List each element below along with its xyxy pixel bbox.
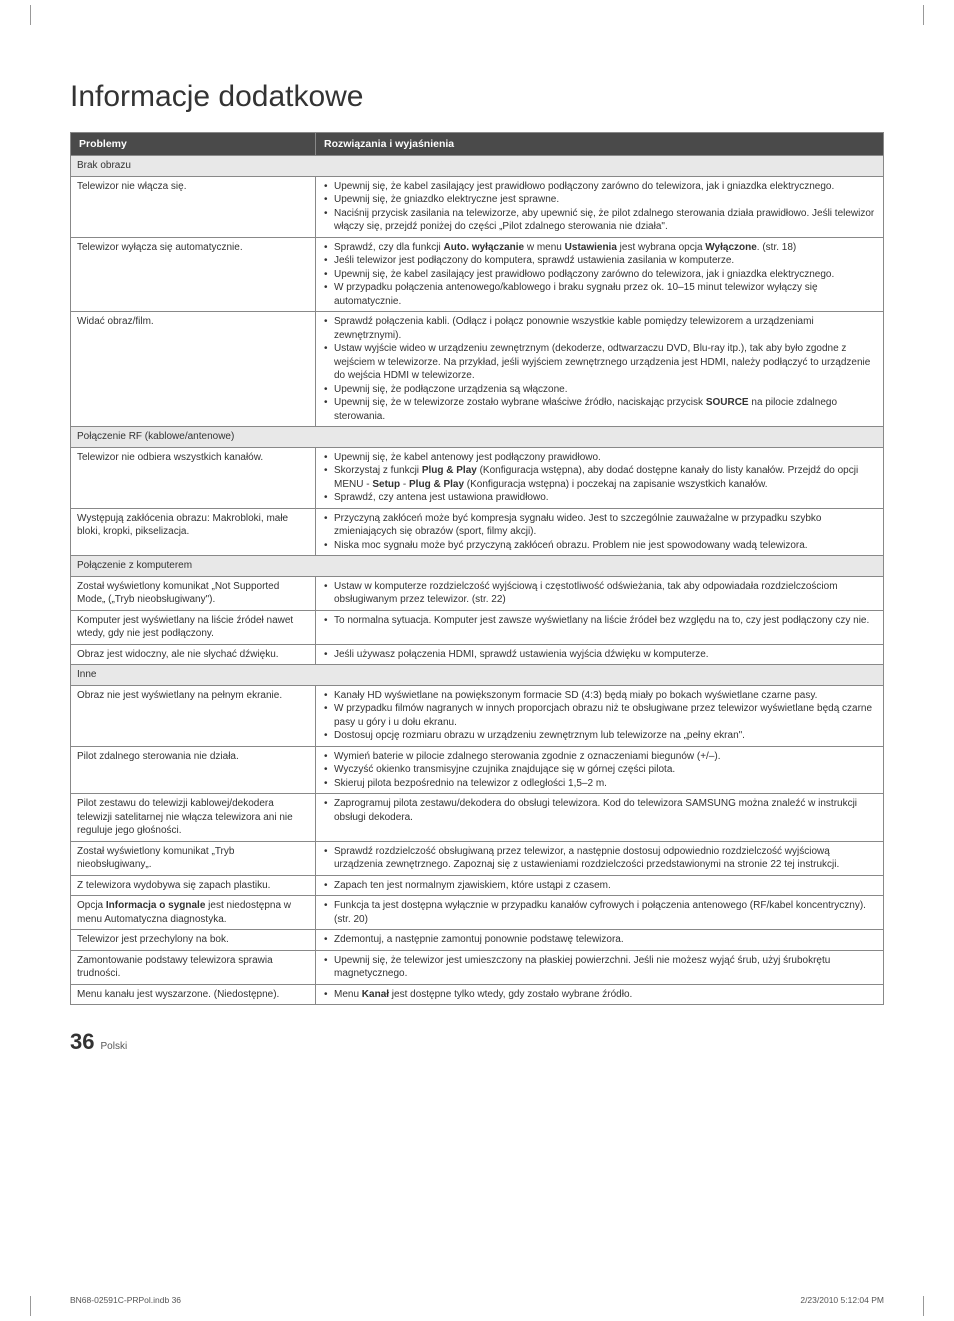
problem-cell: Pilot zdalnego sterowania nie działa. xyxy=(71,746,316,794)
solution-item: Sprawdź połączenia kabli. (Odłącz i połą… xyxy=(320,315,877,342)
solution-item: Upewnij się, że podłączone urządzenia są… xyxy=(320,383,877,397)
solution-cell: Przyczyną zakłóceń może być kompresja sy… xyxy=(316,508,884,556)
problem-cell: Telewizor wyłącza się automatycznie. xyxy=(71,237,316,312)
solution-item: Skieruj pilota bezpośrednio na telewizor… xyxy=(320,777,877,791)
solution-item: Sprawdź, czy antena jest ustawiona prawi… xyxy=(320,491,877,505)
problem-cell: Telewizor jest przechylony na bok. xyxy=(71,930,316,951)
solution-item: W przypadku filmów nagranych w innych pr… xyxy=(320,702,877,729)
solution-item: Skorzystaj z funkcji Plug & Play (Konfig… xyxy=(320,464,877,491)
solution-item: Sprawdź rozdzielczość obsługiwaną przez … xyxy=(320,845,877,872)
problem-cell: Z telewizora wydobywa się zapach plastik… xyxy=(71,875,316,896)
solution-cell: Zdemontuj, a następnie zamontuj ponownie… xyxy=(316,930,884,951)
solution-item: Przyczyną zakłóceń może być kompresja sy… xyxy=(320,512,877,539)
section-header: Inne xyxy=(71,665,884,686)
page-language: Polski xyxy=(100,1041,127,1052)
solution-item: Kanały HD wyświetlane na powiększonym fo… xyxy=(320,689,877,703)
problem-cell: Został wyświetlony komunikat „Not Suppor… xyxy=(71,576,316,610)
solution-item: Dostosuj opcję rozmiaru obrazu w urządze… xyxy=(320,729,877,743)
solution-item: Naciśnij przycisk zasilania na telewizor… xyxy=(320,207,877,234)
problem-cell: Został wyświetlony komunikat „Tryb nieob… xyxy=(71,841,316,875)
solution-item: Menu Kanał jest dostępne tylko wtedy, gd… xyxy=(320,988,877,1002)
problem-cell: Obraz jest widoczny, ale nie słychać dźw… xyxy=(71,644,316,665)
solution-cell: Upewnij się, że telewizor jest umieszczo… xyxy=(316,950,884,984)
solution-item: Jeśli używasz połączenia HDMI, sprawdź u… xyxy=(320,648,877,662)
solution-cell: Funkcja ta jest dostępna wyłącznie w prz… xyxy=(316,896,884,930)
solution-item: Upewnij się, że kabel antenowy jest podł… xyxy=(320,451,877,465)
solution-item: Upewnij się, że gniazdko elektryczne jes… xyxy=(320,193,877,207)
page-number: 36 xyxy=(70,1029,94,1055)
solution-item: Upewnij się, że w telewizorze zostało wy… xyxy=(320,396,877,423)
solution-cell: Sprawdź rozdzielczość obsługiwaną przez … xyxy=(316,841,884,875)
solution-cell: Wymień baterie w pilocie zdalnego sterow… xyxy=(316,746,884,794)
section-header: Połączenie RF (kablowe/antenowe) xyxy=(71,427,884,448)
solution-cell: Menu Kanał jest dostępne tylko wtedy, gd… xyxy=(316,984,884,1005)
solution-item: Upewnij się, że kabel zasilający jest pr… xyxy=(320,180,877,194)
solution-item: Ustaw w komputerze rozdzielczość wyjścio… xyxy=(320,580,877,607)
problem-cell: Widać obraz/film. xyxy=(71,312,316,427)
solution-item: Zapach ten jest normalnym zjawiskiem, kt… xyxy=(320,879,877,893)
solution-cell: Ustaw w komputerze rozdzielczość wyjścio… xyxy=(316,576,884,610)
solution-item: Upewnij się, że kabel zasilający jest pr… xyxy=(320,268,877,282)
problem-cell: Opcja Informacja o sygnale jest niedostę… xyxy=(71,896,316,930)
solution-cell: To normalna sytuacja. Komputer jest zaws… xyxy=(316,610,884,644)
section-header: Połączenie z komputerem xyxy=(71,556,884,577)
solution-cell: Upewnij się, że kabel zasilający jest pr… xyxy=(316,176,884,237)
solution-cell: Zapach ten jest normalnym zjawiskiem, kt… xyxy=(316,875,884,896)
problem-cell: Pilot zestawu do telewizji kablowej/deko… xyxy=(71,794,316,842)
problem-cell: Zamontowanie podstawy telewizora sprawia… xyxy=(71,950,316,984)
problem-cell: Telewizor nie włącza się. xyxy=(71,176,316,237)
page-footer: 36 Polski xyxy=(70,1029,884,1055)
problem-cell: Telewizor nie odbiera wszystkich kanałów… xyxy=(71,447,316,508)
print-file-name: BN68-02591C-PRPol.indb 36 xyxy=(70,1295,181,1305)
col-header-solutions: Rozwiązania i wyjaśnienia xyxy=(316,133,884,156)
problem-cell: Występują zakłócenia obrazu: Makrobloki,… xyxy=(71,508,316,556)
solution-item: Sprawdź, czy dla funkcji Auto. wyłączani… xyxy=(320,241,877,255)
solution-item: Upewnij się, że telewizor jest umieszczo… xyxy=(320,954,877,981)
page-title: Informacje dodatkowe xyxy=(70,80,884,114)
solution-item: Ustaw wyjście wideo w urządzeniu zewnętr… xyxy=(320,342,877,383)
print-timestamp: 2/23/2010 5:12:04 PM xyxy=(800,1295,884,1305)
solution-item: Zaprogramuj pilota zestawu/dekodera do o… xyxy=(320,797,877,824)
solution-cell: Kanały HD wyświetlane na powiększonym fo… xyxy=(316,685,884,746)
problem-cell: Obraz nie jest wyświetlany na pełnym ekr… xyxy=(71,685,316,746)
solution-item: Funkcja ta jest dostępna wyłącznie w prz… xyxy=(320,899,877,926)
problem-cell: Menu kanału jest wyszarzone. (Niedostępn… xyxy=(71,984,316,1005)
solution-item: Wymień baterie w pilocie zdalnego sterow… xyxy=(320,750,877,764)
section-header: Brak obrazu xyxy=(71,156,884,177)
solution-cell: Sprawdź, czy dla funkcji Auto. wyłączani… xyxy=(316,237,884,312)
solution-cell: Zaprogramuj pilota zestawu/dekodera do o… xyxy=(316,794,884,842)
problem-cell: Komputer jest wyświetlany na liście źród… xyxy=(71,610,316,644)
solution-item: W przypadku połączenia antenowego/kablow… xyxy=(320,281,877,308)
solution-cell: Upewnij się, że kabel antenowy jest podł… xyxy=(316,447,884,508)
solution-item: To normalna sytuacja. Komputer jest zaws… xyxy=(320,614,877,628)
print-footer: BN68-02591C-PRPol.indb 36 2/23/2010 5:12… xyxy=(70,1295,884,1305)
solution-item: Jeśli telewizor jest podłączony do kompu… xyxy=(320,254,877,268)
solution-item: Zdemontuj, a następnie zamontuj ponownie… xyxy=(320,933,877,947)
solution-cell: Sprawdź połączenia kabli. (Odłącz i połą… xyxy=(316,312,884,427)
solution-item: Wyczyść okienko transmisyjne czujnika zn… xyxy=(320,763,877,777)
solution-item: Niska moc sygnału może być przyczyną zak… xyxy=(320,539,877,553)
col-header-problems: Problemy xyxy=(71,133,316,156)
solution-cell: Jeśli używasz połączenia HDMI, sprawdź u… xyxy=(316,644,884,665)
troubleshooting-table: Problemy Rozwiązania i wyjaśnienia Brak … xyxy=(70,132,884,1005)
